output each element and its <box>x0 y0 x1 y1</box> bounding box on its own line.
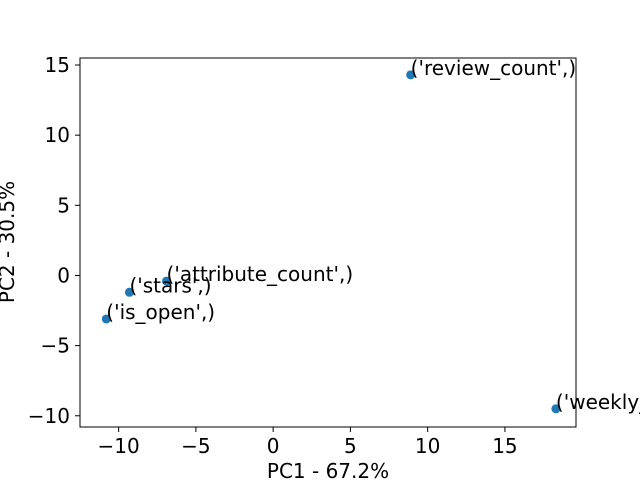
data-points <box>101 70 561 414</box>
data-point <box>124 287 134 297</box>
data-point <box>406 70 416 80</box>
x-tick-label: 15 <box>492 434 517 458</box>
axis-ticks: −10 −5 0 5 10 15 −10 −5 0 5 10 15 <box>28 53 518 458</box>
data-point <box>101 314 111 324</box>
point-label: ('attribute_count',) <box>167 262 354 286</box>
point-labels: ('review_count',) ('attribute_count',)('s… <box>106 56 640 414</box>
x-tick-label: 0 <box>267 434 280 458</box>
point-label: ('is_open',) <box>106 300 215 324</box>
x-tick-label: −10 <box>98 434 140 458</box>
y-tick-label: 0 <box>57 263 70 287</box>
x-tick-label: −5 <box>181 434 210 458</box>
data-point <box>162 276 172 286</box>
y-tick-label: 15 <box>45 53 70 77</box>
y-tick-label: −10 <box>28 404 70 428</box>
x-tick-label: 10 <box>415 434 440 458</box>
x-tick-label: 5 <box>344 434 357 458</box>
x-axis-label: PC1 - 67.2% <box>267 459 389 480</box>
data-point <box>551 404 561 414</box>
point-label: ('weekly_hours',) <box>556 390 640 414</box>
point-label: ('review_count',) <box>411 56 577 80</box>
y-tick-label: 10 <box>45 123 70 147</box>
y-tick-label: 5 <box>57 193 70 217</box>
point-label: ('stars',) <box>129 273 211 297</box>
y-axis-label: PC2 - 30.5% <box>0 181 19 303</box>
plot-frame <box>79 57 577 428</box>
y-tick-label: −5 <box>41 334 70 358</box>
